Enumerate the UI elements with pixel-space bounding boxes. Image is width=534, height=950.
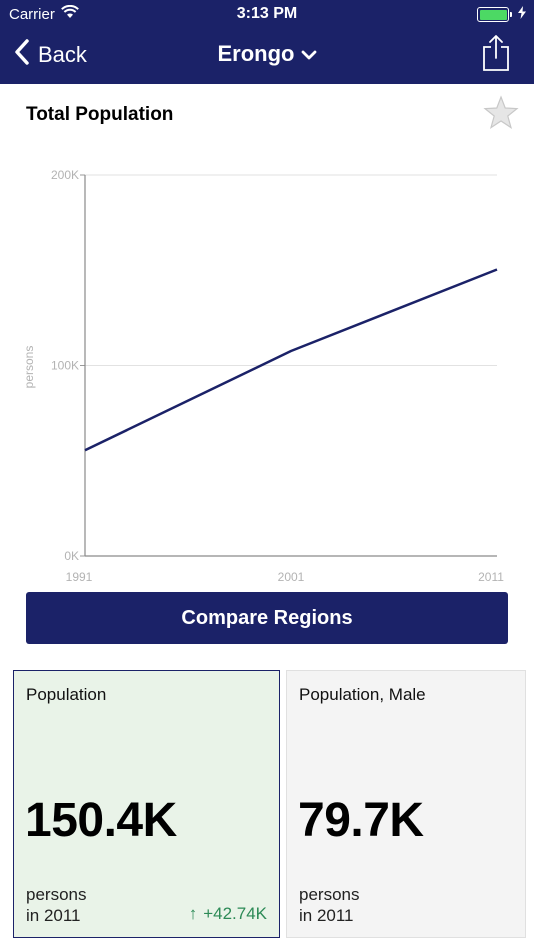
card-unit-line: persons: [26, 885, 87, 904]
top-bar: Carrier 3:13 PM Back: [0, 0, 534, 84]
y-tick-label: 0K: [64, 549, 79, 563]
chevron-down-icon: [301, 41, 317, 67]
compare-regions-button[interactable]: Compare Regions: [26, 592, 508, 644]
y-tick-label: 100K: [51, 359, 79, 373]
wifi-icon: [60, 4, 79, 23]
card-value: 150.4K: [25, 794, 177, 847]
region-title-label: Erongo: [217, 41, 295, 66]
chart-grid: [85, 174, 497, 366]
population-male-card[interactable]: Population, Male 79.7K persons in 2011: [286, 670, 526, 938]
indicator-cards: Population 150.4K persons in 2011 ↑ +42.…: [0, 670, 534, 938]
card-title: Population, Male: [299, 685, 426, 704]
chevron-left-icon: [14, 39, 30, 71]
section-title: Total Population: [26, 104, 174, 125]
status-bar: Carrier 3:13 PM: [0, 0, 534, 28]
battery-icon: [477, 7, 512, 22]
change-value: +42.74K: [203, 904, 267, 923]
navigation-bar: Back Erongo: [0, 28, 534, 84]
change-indicator: ↑ +42.74K: [189, 904, 267, 924]
population-card[interactable]: Population 150.4K persons in 2011 ↑ +42.…: [13, 670, 280, 938]
back-button[interactable]: Back: [14, 39, 87, 71]
back-label: Back: [38, 42, 87, 67]
arrow-up-icon: ↑: [188, 904, 198, 923]
card-unit: persons in 2011: [26, 884, 86, 926]
card-year-line: in 2011: [299, 906, 354, 925]
card-year-line: in 2011: [26, 906, 81, 925]
carrier-label: Carrier: [9, 5, 55, 23]
share-button[interactable]: [482, 34, 510, 77]
card-unit: persons in 2011: [299, 884, 359, 926]
chart-axes: [80, 174, 497, 557]
x-tick-label: 2001: [278, 570, 305, 584]
star-icon: [483, 95, 519, 135]
battery-indicator: [477, 6, 526, 23]
compare-regions-label: Compare Regions: [181, 606, 353, 629]
card-value: 79.7K: [298, 794, 424, 847]
card-title: Population: [26, 685, 107, 704]
x-tick-label: 1991: [66, 570, 93, 584]
chart-series: [84, 268, 498, 452]
x-tick-label: 2011: [478, 570, 504, 584]
share-icon: [482, 35, 510, 76]
population-line-chart: 0K 100K 200K 1991 2001 2011 persons: [22, 168, 504, 584]
chart-ticks: 0K 100K 200K 1991 2001 2011: [51, 168, 504, 584]
favorite-button[interactable]: [483, 95, 519, 136]
battery-fill: [479, 9, 507, 20]
charging-bolt-icon: [518, 6, 526, 23]
chart-y-axis-label: persons: [22, 346, 36, 389]
region-selector[interactable]: Erongo: [218, 41, 317, 67]
status-time: 3:13 PM: [236, 5, 298, 22]
region-title: Erongo: [0, 41, 534, 67]
y-tick-label: 200K: [51, 168, 79, 182]
series-line: [84, 268, 498, 452]
carrier-indicator: Carrier: [9, 4, 79, 23]
card-unit-line: persons: [299, 885, 360, 904]
